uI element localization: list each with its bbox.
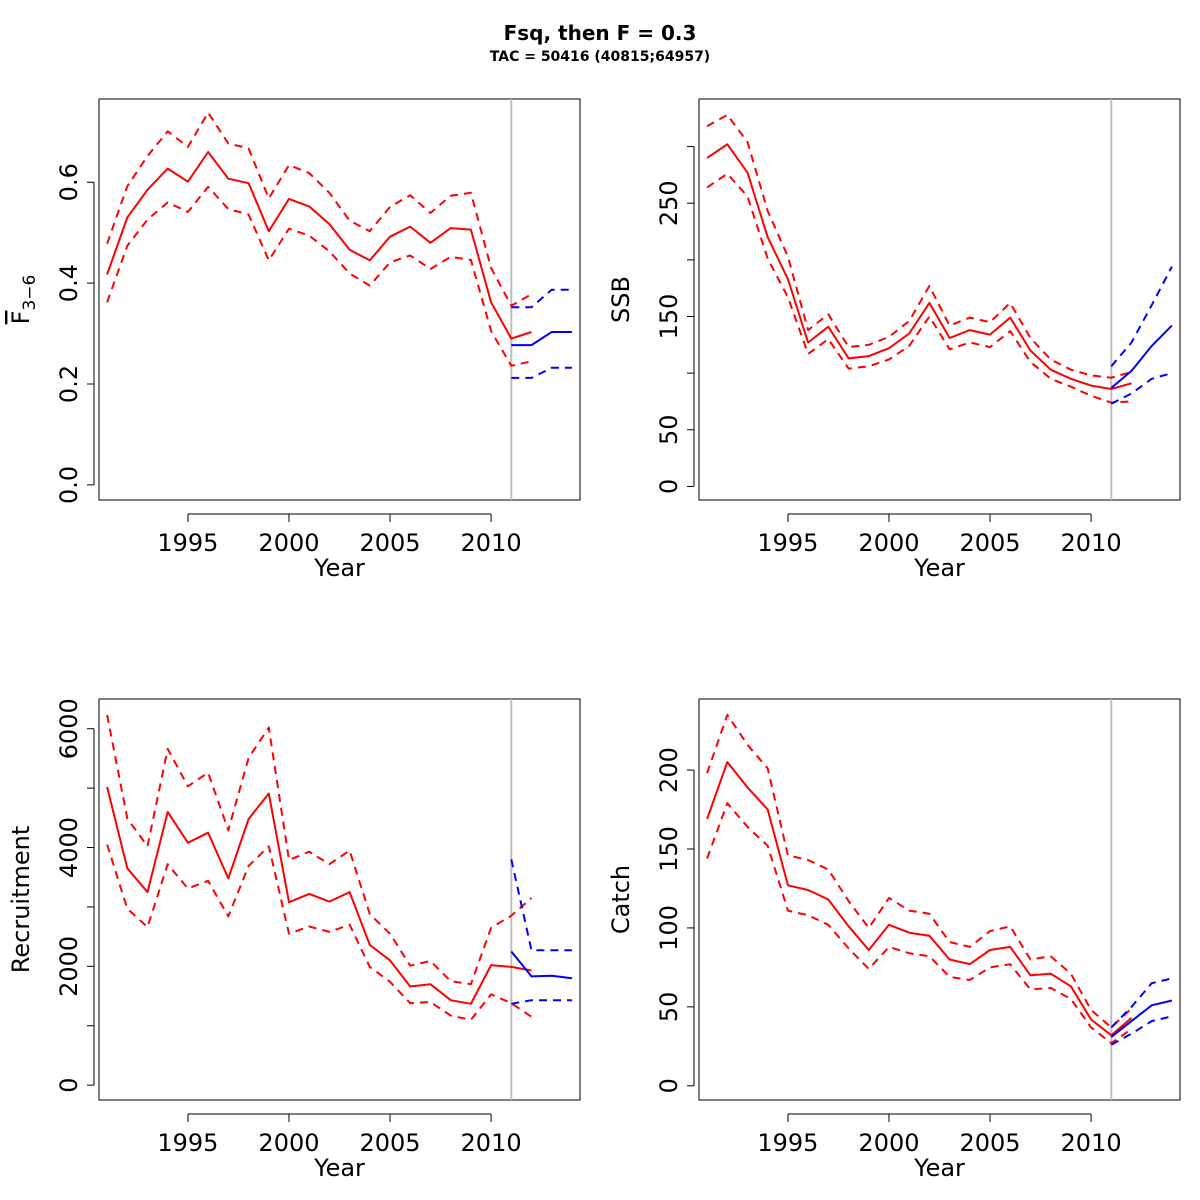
- f-y-tick-label: 0.6: [55, 163, 83, 201]
- recruitment-x-tick-label: 1995: [157, 1129, 218, 1157]
- ssb-y-tick-label: 250: [655, 180, 683, 226]
- catch-y-tick-label: 150: [655, 826, 683, 872]
- recruitment-plot-frame: [98, 698, 581, 1101]
- catch-y-axis-title-main: Catch: [607, 865, 635, 934]
- ssb-series-2-line: [706, 172, 1132, 404]
- catch-y-tick-label: 50: [655, 992, 683, 1023]
- recruitment-y-tick-label: 2000: [55, 936, 83, 997]
- recruitment-x-tick-label: 2010: [461, 1129, 522, 1157]
- recruitment-y-axis-title-main: Recruitment: [7, 826, 35, 973]
- f-series-0-line: [106, 151, 532, 340]
- catch-x-tick-label: 2010: [1061, 1129, 1122, 1157]
- f-series-2-line: [106, 185, 532, 367]
- figure-subtitle: TAC = 50416 (40815;64957): [490, 49, 710, 65]
- catch-y-tick-label: 200: [655, 747, 683, 793]
- ssb-series-4-line: [1110, 266, 1173, 367]
- catch-series-1-line: [706, 713, 1133, 1029]
- f-series-5-line: [511, 366, 572, 379]
- f-series-1-line: [106, 111, 532, 307]
- recruitment-series-1-line: [106, 714, 533, 986]
- f-y-tick-label: 0.2: [55, 365, 83, 403]
- recruitment-series-0-line: [106, 786, 532, 1005]
- ssb-series-0-line: [706, 143, 1132, 390]
- catch-x-tick-label: 2005: [959, 1129, 1020, 1157]
- figure-title: Fsq, then F = 0.3: [504, 21, 697, 45]
- recruitment-y-tick-label: 4000: [55, 817, 83, 878]
- recruitment-series-4-line: [510, 859, 572, 952]
- recruitment-y-tick-label: 0: [55, 1078, 83, 1093]
- ssb-x-tick-label: 2000: [858, 529, 919, 557]
- catch-y-tick-label: 100: [655, 905, 683, 951]
- recruitment-y-tick-label: 6000: [55, 698, 83, 759]
- f-y-axis-title-sub: 3−6: [20, 275, 40, 311]
- ssb-x-tick-label: 1995: [757, 529, 818, 557]
- ssb-x-axis-title: Year: [913, 554, 965, 582]
- ssb-plot-frame: [698, 98, 1181, 501]
- recruitment-y-axis-title: Recruitment: [7, 826, 35, 973]
- catch-plot-frame: [698, 698, 1181, 1101]
- ssb-x-tick-label: 2010: [1061, 529, 1122, 557]
- recruitment-x-tick-label: 2000: [258, 1129, 319, 1157]
- f-series-3-line: [511, 331, 572, 347]
- ssb-series-3-line: [1110, 324, 1173, 389]
- recruitment-series-3-line: [510, 950, 573, 980]
- f-x-axis-title: Year: [313, 554, 365, 582]
- catch-x-axis-title: Year: [913, 1154, 965, 1182]
- recruitment-series-2-line: [106, 844, 533, 1021]
- ssb-x-tick-label: 2005: [959, 529, 1020, 557]
- ssb-y-tick-label: 50: [655, 414, 683, 445]
- ssb-y-tick-label: 0: [655, 479, 683, 494]
- f-x-tick-label: 2005: [359, 529, 420, 557]
- catch-series-3-line: [1110, 999, 1173, 1038]
- ssb-y-axis-title-main: SSB: [607, 276, 635, 323]
- f-y-axis-title-main: F: [7, 311, 35, 325]
- f-plot-frame: [98, 98, 581, 501]
- catch-series-4-line: [1110, 977, 1173, 1029]
- f-x-tick-label: 1995: [157, 529, 218, 557]
- f-x-tick-label: 2010: [461, 529, 522, 557]
- panel-recruitment: 1995 2000 2005 2010 0 2000 4000 6000 Year Recruit…: [7, 698, 581, 1182]
- recruitment-series-5-line: [511, 999, 572, 1005]
- panel-ssb: 1995 2000 2005 2010 0 50 150 250 Year SSB: [607, 98, 1181, 582]
- catch-series-0-line: [706, 761, 1133, 1037]
- ssb-series-1-line: [706, 113, 1132, 379]
- recruitment-x-axis-title: Year: [313, 1154, 365, 1182]
- ssb-y-tick-label: 150: [655, 294, 683, 340]
- ssb-y-axis-title: SSB: [607, 276, 635, 323]
- f-series-4-line: [511, 288, 572, 309]
- f-y-tick-label: 0.4: [55, 264, 83, 302]
- f-y-axis-title: F3−6: [7, 275, 40, 325]
- catch-y-tick-label: 0: [655, 1078, 683, 1093]
- ssb-series-5-line: [1110, 372, 1173, 405]
- catch-series-5-line: [1110, 1015, 1173, 1046]
- recruitment-x-tick-label: 2005: [359, 1129, 420, 1157]
- catch-y-axis-title: Catch: [607, 865, 635, 934]
- catch-x-tick-label: 2000: [858, 1129, 919, 1157]
- f-y-tick-label: 0.0: [55, 466, 83, 504]
- catch-x-tick-label: 1995: [757, 1129, 818, 1157]
- panel-f: 1995 2000 2005 2010 0.0 0.2 0.4 0.6 Year F3−6: [7, 98, 581, 582]
- f-x-tick-label: 2000: [258, 529, 319, 557]
- panel-catch: 1995 2000 2005 2010 0 50 100 150 200 Year Catch: [607, 698, 1181, 1182]
